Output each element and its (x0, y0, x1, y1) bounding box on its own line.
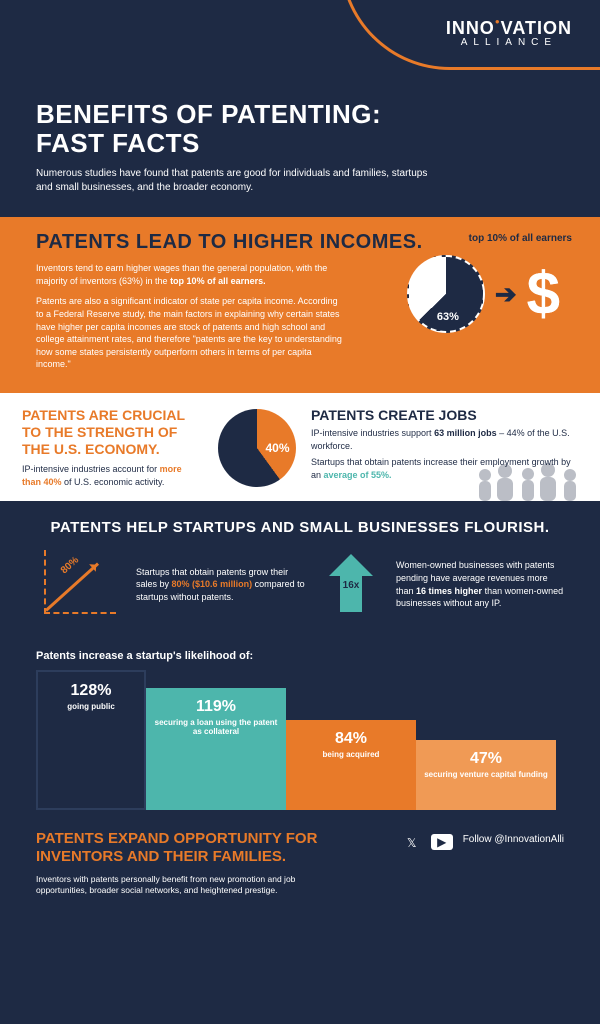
logo-main: INNO●VATION (446, 18, 572, 39)
pie2-label: 40% (265, 441, 289, 455)
growth-chart-icon: 80% (36, 550, 116, 620)
page-title: BENEFITS OF PATENTING: FAST FACTS (36, 100, 456, 157)
bar-value: 128% (71, 682, 112, 700)
s2-mid: 40% (214, 407, 299, 489)
social: 𝕏 ▶ Follow @InnovationAlli (403, 830, 564, 898)
s3-text1: Startups that obtain patents grow their … (136, 566, 306, 604)
bar-value: 47% (470, 750, 502, 768)
bar: 128% going public (36, 670, 146, 810)
title-block: BENEFITS OF PATENTING: FAST FACTS Numero… (0, 70, 600, 217)
s2-left-text: IP-intensive industries account for more… (22, 463, 202, 488)
arrow-right-icon: ➔ (495, 279, 517, 310)
s2-right-heading: PATENTS CREATE JOBS (311, 407, 578, 423)
bars-title: Patents increase a startup's likelihood … (36, 650, 600, 662)
bar: 84% being acquired (286, 720, 416, 810)
x-icon[interactable]: 𝕏 (403, 834, 421, 852)
section-higher-incomes: PATENTS LEAD TO HIGHER INCOMES. Inventor… (0, 217, 600, 393)
dollar-icon: $ (527, 264, 560, 324)
footer-left: PATENTS EXPAND OPPORTUNITY FOR INVENTORS… (36, 830, 373, 898)
s1-p1: Inventors tend to earn higher wages than… (36, 262, 346, 287)
section-economy-jobs: PATENTS ARE CRUCIAL TO THE STRENGTH OF T… (0, 393, 600, 501)
bar-label: securing venture capital funding (424, 770, 548, 780)
s2-left-heading: PATENTS ARE CRUCIAL TO THE STRENGTH OF T… (22, 407, 202, 457)
footer: PATENTS EXPAND OPPORTUNITY FOR INVENTORS… (0, 810, 600, 918)
pie-chart-63: 63% (407, 255, 485, 333)
s1-graphic: 63% ➔ $ (407, 255, 560, 333)
s3-row: 80% Startups that obtain patents grow th… (36, 550, 564, 620)
footer-heading: PATENTS EXPAND OPPORTUNITY FOR INVENTORS… (36, 830, 373, 866)
bar-label: being acquired (323, 750, 380, 760)
header: INNO●VATION ALLIANCE (0, 0, 600, 70)
pie1-label: 63% (437, 311, 459, 323)
bar-value: 84% (335, 730, 367, 748)
follow-label: Follow @InnovationAlli (463, 834, 564, 845)
youtube-icon[interactable]: ▶ (431, 834, 453, 850)
section-startups: PATENTS HELP STARTUPS AND SMALL BUSINESS… (0, 501, 600, 632)
growth-label: 80% (59, 554, 81, 576)
top10-label: top 10% of all earners (469, 233, 572, 244)
s2-r1: IP-intensive industries support 63 milli… (311, 427, 578, 452)
logo-sub: ALLIANCE (446, 37, 572, 48)
footer-text: Inventors with patents personally benefi… (36, 874, 336, 898)
s2-left: PATENTS ARE CRUCIAL TO THE STRENGTH OF T… (22, 407, 202, 489)
bar: 119% securing a loan using the patent as … (146, 688, 286, 810)
uparrow-label: 16x (340, 580, 362, 591)
bar-label: securing a loan using the patent as coll… (154, 718, 278, 737)
s3-text2: Women-owned businesses with patents pend… (396, 559, 564, 609)
logo: INNO●VATION ALLIANCE (446, 18, 572, 48)
bar-chart: 128% going public 119% securing a loan usin… (0, 670, 600, 810)
bar-value: 119% (196, 698, 236, 716)
pie-chart-40: 40% (218, 409, 296, 487)
bar: 47% securing venture capital funding (416, 740, 556, 810)
s1-p2: Patents are also a significant indicator… (36, 295, 346, 371)
up-arrow-icon: 16x (326, 550, 376, 620)
page-subtitle: Numerous studies have found that patents… (36, 167, 436, 195)
s3-heading: PATENTS HELP STARTUPS AND SMALL BUSINESS… (36, 519, 564, 536)
bar-label: going public (67, 702, 115, 712)
crowd-icon (470, 461, 590, 501)
